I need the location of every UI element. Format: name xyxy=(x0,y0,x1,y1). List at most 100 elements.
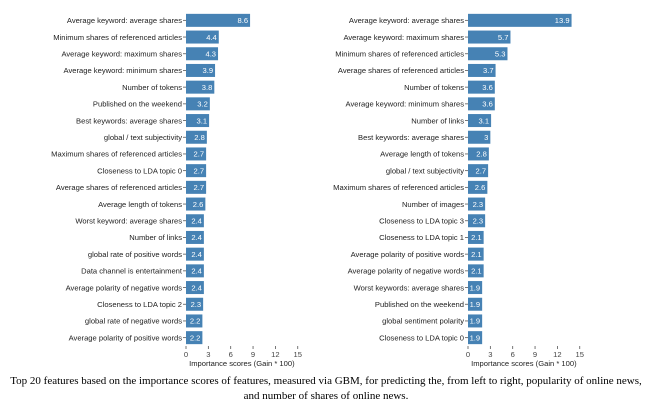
bar xyxy=(186,147,207,161)
category-label: Average polarity of negative words xyxy=(348,267,465,276)
category-label: Average keyword: average shares xyxy=(349,16,464,25)
value-label: 5.7 xyxy=(498,33,509,42)
bar xyxy=(186,13,251,27)
value-label: 2.7 xyxy=(194,166,205,175)
bar xyxy=(186,230,204,244)
bar xyxy=(186,47,219,61)
category-label: Average polarity of negative words xyxy=(66,283,183,292)
value-label: 2.8 xyxy=(194,133,205,142)
x-axis-title: Importance scores (Gain * 100) xyxy=(189,359,295,368)
bar xyxy=(186,297,204,311)
value-label: 8.6 xyxy=(238,16,249,25)
bar xyxy=(468,247,484,261)
category-label: Average length of tokens xyxy=(98,200,182,209)
value-label: 2.1 xyxy=(471,233,482,242)
category-label: Closeness to LDA topic 0 xyxy=(379,333,464,342)
bar xyxy=(468,264,484,278)
bar xyxy=(186,130,207,144)
bar xyxy=(186,314,203,328)
category-label: Maximum shares of referenced articles xyxy=(333,183,464,192)
category-label: Number of links xyxy=(411,116,464,125)
bar xyxy=(468,130,491,144)
value-label: 2.4 xyxy=(191,250,202,259)
category-label: Best keywords: average shares xyxy=(76,116,182,125)
category-label: Worst keyword: average shares xyxy=(75,216,182,225)
x-tick-label: 9 xyxy=(533,350,537,359)
x-tick-label: 0 xyxy=(466,350,470,359)
value-label: 2.3 xyxy=(473,200,484,209)
bar xyxy=(468,281,483,295)
value-label: 2.7 xyxy=(476,166,487,175)
value-label: 1.9 xyxy=(470,333,481,342)
value-label: 3.6 xyxy=(482,83,493,92)
category-label: global / text subjectivity xyxy=(104,133,182,142)
x-tick-label: 15 xyxy=(294,350,302,359)
value-label: 2.2 xyxy=(190,333,201,342)
value-label: 2.6 xyxy=(475,183,486,192)
category-label: Average length of tokens xyxy=(380,150,464,159)
x-tick-label: 6 xyxy=(229,350,233,359)
value-label: 3.9 xyxy=(202,66,213,75)
value-label: 3.7 xyxy=(483,66,494,75)
bar xyxy=(468,230,484,244)
category-label: Average polarity of positive words xyxy=(351,250,465,259)
category-label: Maximum shares of referenced articles xyxy=(51,150,182,159)
bar xyxy=(468,80,495,94)
value-label: 2.7 xyxy=(194,150,205,159)
value-label: 2.7 xyxy=(194,183,205,192)
value-label: 3.6 xyxy=(482,100,493,109)
value-label: 2.4 xyxy=(191,233,202,242)
category-label: Best keywords: average shares xyxy=(358,133,464,142)
category-label: Closeness to LDA topic 3 xyxy=(379,216,464,225)
bar xyxy=(186,281,204,295)
bar xyxy=(468,314,483,328)
bar xyxy=(468,180,488,194)
category-label: Average keyword: minimum shares xyxy=(64,66,183,75)
x-tick-label: 9 xyxy=(251,350,255,359)
bar xyxy=(186,63,216,77)
figure-caption: Top 20 features based on the importance … xyxy=(10,375,642,402)
bar xyxy=(468,331,483,345)
category-label: Number of links xyxy=(129,233,182,242)
value-label: 2.2 xyxy=(190,317,201,326)
category-label: Data channel is entertainment xyxy=(81,267,183,276)
value-label: 13.9 xyxy=(555,16,570,25)
bar xyxy=(186,247,204,261)
bar xyxy=(186,197,206,211)
x-tick-label: 3 xyxy=(206,350,210,359)
x-tick-label: 12 xyxy=(271,350,279,359)
category-label: Average keyword: average shares xyxy=(67,16,182,25)
bar xyxy=(468,164,489,178)
value-label: 3.1 xyxy=(479,116,490,125)
category-label: Minimum shares of referenced articles xyxy=(335,49,464,58)
bar xyxy=(468,30,511,44)
category-label: Published on the weekend xyxy=(375,300,464,309)
chart-right-shares: Average keyword: average shares 13.9 Avera… xyxy=(333,13,584,368)
category-label: Average polarity of positive words xyxy=(69,333,183,342)
value-label: 3.1 xyxy=(197,116,208,125)
value-label: 3.2 xyxy=(197,100,208,109)
bar xyxy=(186,80,215,94)
value-label: 5.3 xyxy=(495,49,506,58)
category-label: Average shares of referenced articles xyxy=(56,183,182,192)
category-label: Number of tokens xyxy=(404,83,464,92)
category-label: Number of images xyxy=(402,200,464,209)
category-label: Average keyword: maximum shares xyxy=(61,49,182,58)
x-tick-label: 0 xyxy=(184,350,188,359)
value-label: 2.6 xyxy=(193,200,204,209)
value-label: 2.3 xyxy=(473,216,484,225)
value-label: 4.3 xyxy=(205,49,216,58)
value-label: 2.1 xyxy=(471,250,482,259)
value-label: 1.9 xyxy=(470,317,481,326)
bar xyxy=(186,164,207,178)
value-label: 2.4 xyxy=(191,283,202,292)
bar xyxy=(186,114,210,128)
bar xyxy=(186,264,204,278)
category-label: Average keyword: maximum shares xyxy=(343,33,464,42)
category-label: Published on the weekend xyxy=(93,100,182,109)
category-label: Closeness to LDA topic 0 xyxy=(97,166,182,175)
value-label: 2.1 xyxy=(471,267,482,276)
x-tick-label: 6 xyxy=(511,350,515,359)
x-axis-title: Importance scores (Gain * 100) xyxy=(471,359,577,368)
